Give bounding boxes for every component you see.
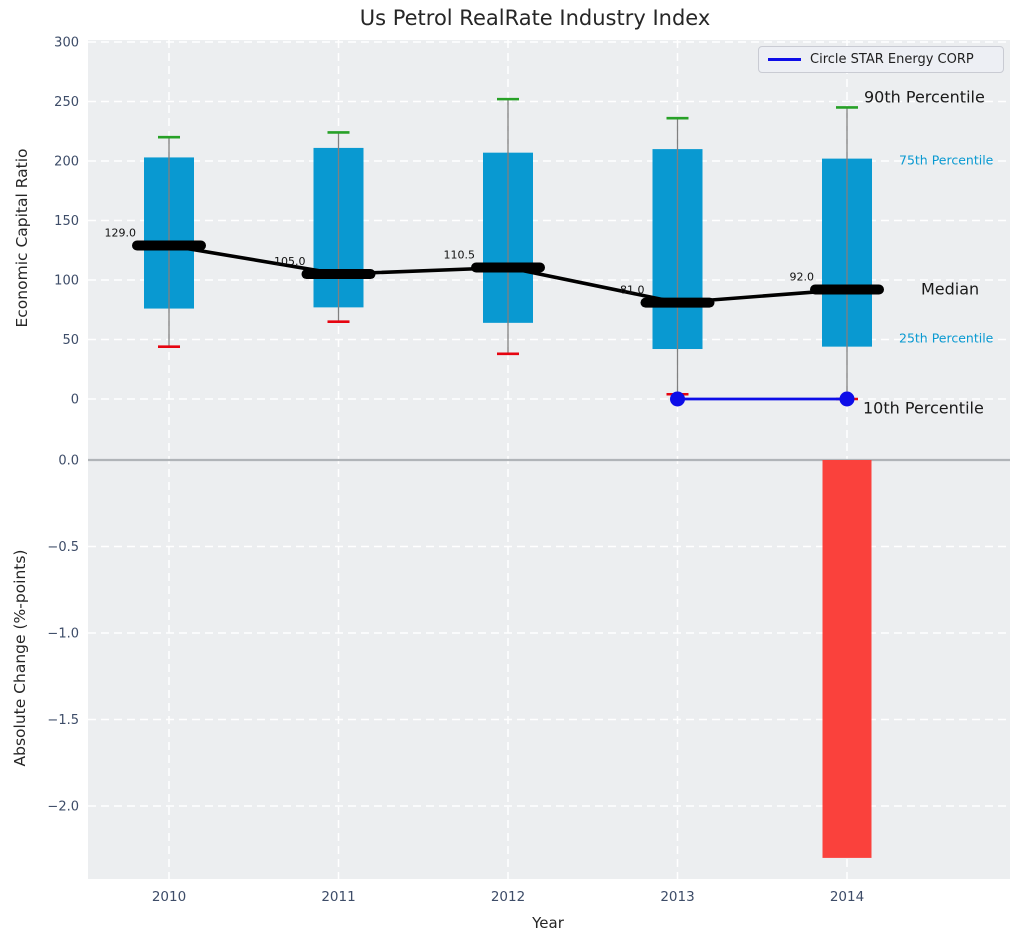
median-marker-2012 <box>471 262 545 273</box>
legend-label: Circle STAR Energy CORP <box>810 52 974 67</box>
median-value-label-2014: 92.0 <box>790 271 815 284</box>
legend-line-sample <box>768 58 801 61</box>
annotation-10th-percentile: 10th Percentile <box>863 398 984 418</box>
ytick-top-250: 250 <box>54 95 79 110</box>
ytick-top-100: 100 <box>54 274 79 289</box>
ytick-bottom-4: −2.0 <box>47 800 79 815</box>
median-marker-2010 <box>132 240 206 251</box>
xtick-2012: 2012 <box>491 889 525 905</box>
y-axis-label-bottom: Absolute Change (%-points) <box>11 549 29 767</box>
median-value-label-2013: 81.0 <box>620 284 645 297</box>
change-bar-2014 <box>822 460 872 858</box>
ytick-bottom-2: −1.0 <box>47 627 79 642</box>
ytick-top-300: 300 <box>54 36 79 51</box>
annotation-median: Median <box>921 279 980 299</box>
xtick-2011: 2011 <box>321 889 355 905</box>
ytick-top-200: 200 <box>54 155 79 170</box>
chart-title: Us Petrol RealRate Industry Index <box>359 6 711 30</box>
median-value-label-2012: 110.5 <box>444 249 476 262</box>
median-marker-2013 <box>640 297 715 308</box>
median-value-label-2010: 129.0 <box>105 226 137 239</box>
median-value-label-2011: 105.0 <box>274 255 306 268</box>
median-marker-2014 <box>810 284 884 295</box>
xtick-2010: 2010 <box>152 889 186 905</box>
median-marker-2011 <box>301 269 376 280</box>
x-axis-label: Year <box>532 914 564 932</box>
xtick-2014: 2014 <box>830 889 864 905</box>
ytick-bottom-3: −1.5 <box>47 713 79 728</box>
ytick-bottom-0: 0.0 <box>58 454 79 469</box>
y-axis-label-top: Economic Capital Ratio <box>13 148 31 328</box>
ytick-bottom-1: −0.5 <box>47 540 79 555</box>
annotation-90th-percentile: 90th Percentile <box>864 87 985 107</box>
annotation-25th-percentile: 25th Percentile <box>899 330 994 346</box>
xtick-2013: 2013 <box>660 889 694 905</box>
ytick-top-0: 0 <box>71 393 79 408</box>
legend: Circle STAR Energy CORP <box>758 46 1004 73</box>
ytick-top-50: 50 <box>62 333 79 348</box>
ytick-top-150: 150 <box>54 214 79 229</box>
bottom-plot-background <box>88 439 1010 879</box>
company-point <box>670 391 685 407</box>
annotation-75th-percentile: 75th Percentile <box>899 152 994 168</box>
company-point <box>839 391 855 407</box>
